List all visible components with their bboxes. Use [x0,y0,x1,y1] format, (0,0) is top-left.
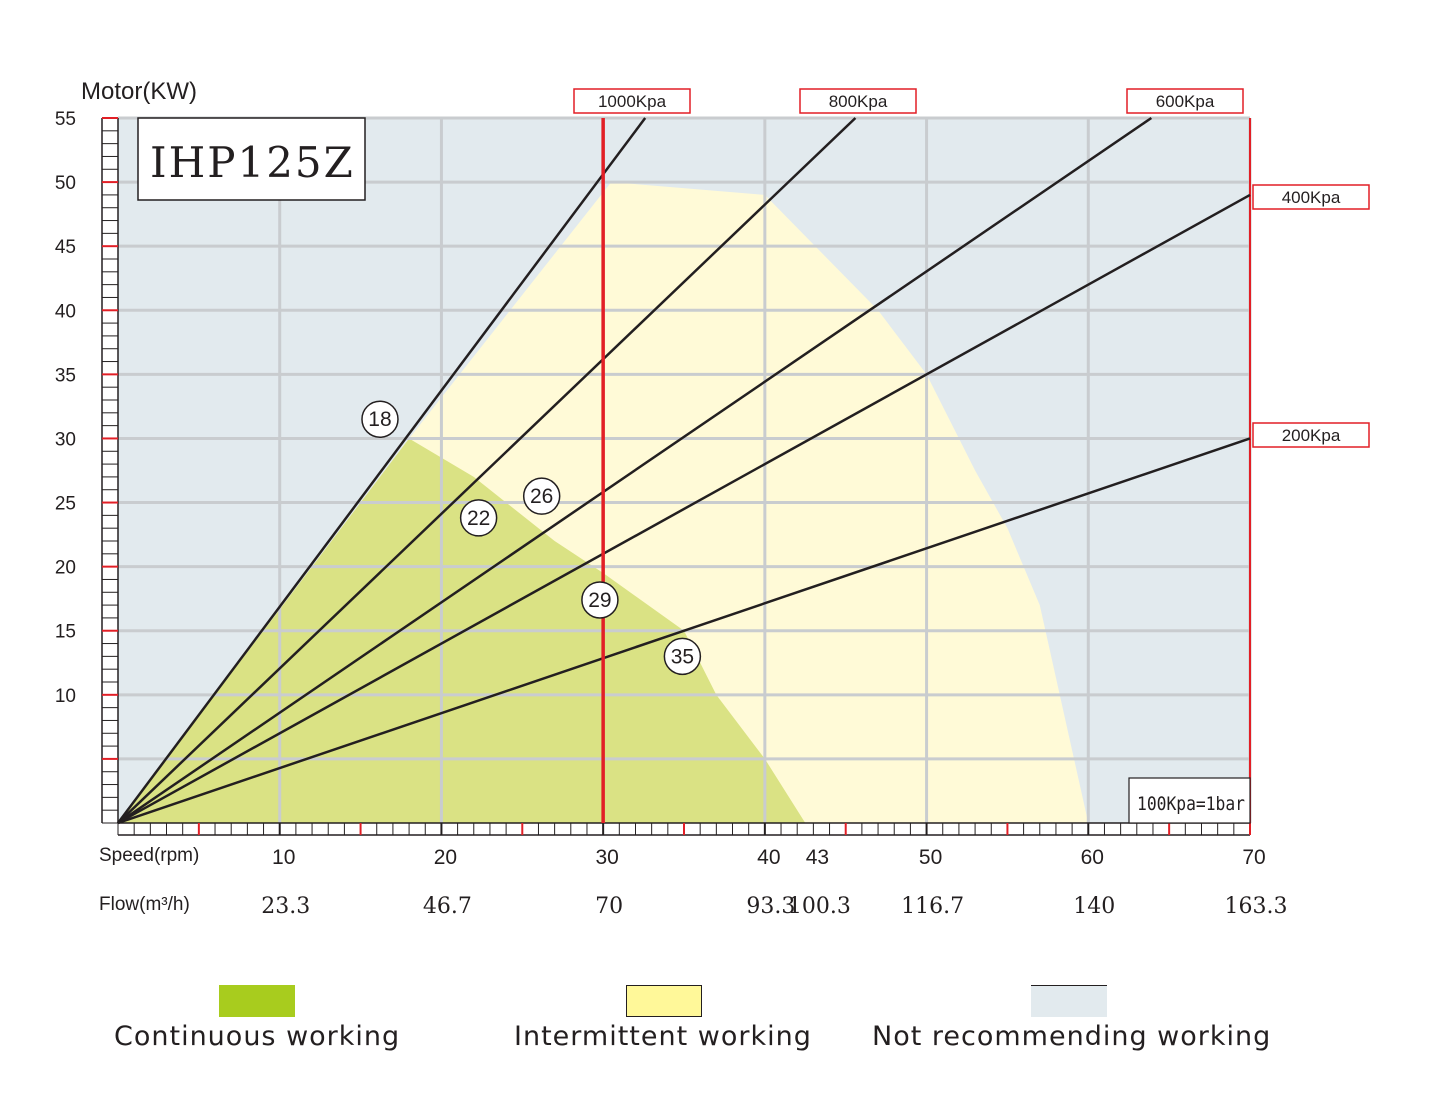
pressure-label-text: 600Kpa [1156,92,1215,111]
model-title-box: IHP125Z [137,117,366,201]
y-tick-label: 35 [55,365,76,386]
flow-tick-label: 163.3 [1225,894,1288,919]
pressure-label-box [1252,184,1370,210]
y-tick-label: 40 [55,301,76,322]
continuous-swatch [219,985,295,1017]
speed-markers: 18 22 26 29 35 [361,400,702,676]
marker-label: 22 [467,507,490,530]
speed-marker-26: 26 [522,477,561,515]
marker-circle [522,477,561,515]
y-tick-label: 20 [55,558,76,579]
marker-circle [459,499,498,537]
pressure-lines [116,116,1251,825]
x-tick-label: 43 [806,846,829,869]
x-tick-label: 60 [1081,846,1104,869]
not-recommended-label: Not recommending working [872,1021,1272,1052]
x-tick-label: 20 [434,846,457,869]
flow-tick-label: 93.3 [746,894,795,919]
pressure-label-box [1252,422,1370,448]
axis-ruler [101,117,1251,836]
y-tick-label: 15 [55,622,76,643]
label-400kpa: 400Kpa [1252,184,1370,210]
marker-label: 26 [530,485,553,508]
pressure-label-box [573,88,691,114]
pressure-line-800kpa [117,117,857,824]
flow-tick-label: 140 [1073,894,1115,919]
flow-axis-label: Flow(m³/h) [99,894,190,915]
pressure-label-text: 200Kpa [1282,426,1341,445]
marker-circle [663,637,702,676]
y-tick-label: 45 [55,237,76,258]
pressure-label-box [799,88,917,114]
y-tick-label: 30 [55,429,76,450]
flow-tick-label: 100.3 [788,894,851,919]
pressure-line-600kpa [117,116,1153,825]
flow-tick-label: 70 [595,894,623,919]
pressure-label-text: 400Kpa [1282,188,1341,207]
marker-label: 18 [368,408,391,431]
legend-continuous: Continuous working [114,985,414,1075]
x-tick-label: 70 [1242,846,1265,869]
model-title: IHP125Z [150,138,355,187]
speed-marker-18: 18 [361,400,399,438]
marker-label: 29 [588,589,611,612]
label-200kpa: 200Kpa [1252,422,1370,448]
label-800kpa: 800Kpa [799,88,917,114]
pressure-line-200kpa [117,437,1251,825]
x-tick-labels: 10 20 30 40 43 50 60 70 [272,846,1266,869]
speed-marker-22: 22 [459,499,498,537]
pressure-label-text: 1000Kpa [598,92,667,111]
speed-marker-35: 35 [663,637,702,676]
y-axis-label: Motor(KW) [81,78,197,105]
marker-circle [581,581,619,619]
pressure-label-box [1126,88,1244,114]
pressure-line-1000kpa [116,117,647,824]
x-tick-label: 30 [595,846,618,869]
label-1000kpa: 1000Kpa [573,88,691,114]
continuous-label: Continuous working [114,1021,401,1052]
flow-tick-label: 116.7 [901,894,964,919]
pressure-line-400kpa [117,193,1251,825]
y-tick-label: 25 [55,494,76,515]
unit-note-box: 100Kpa=1bar [1128,777,1251,824]
marker-label: 35 [671,645,694,668]
x-tick-label: 10 [272,846,295,869]
speed-axis-label: Speed(rpm) [99,845,199,866]
pressure-labels: 1000Kpa 800Kpa 600Kpa 400Kpa 200Kpa [573,88,1370,448]
y-tick-label: 10 [55,686,76,707]
speed-marker-29: 29 [581,581,619,619]
legend-not-recommended: Not recommending working [872,985,1292,1075]
x-tick-label: 40 [757,846,780,869]
intermittent-swatch [626,985,702,1017]
unit-note: 100Kpa=1bar [1137,793,1245,815]
y-tick-labels: 10 15 20 25 30 35 40 45 50 55 [55,109,76,707]
flow-tick-label: 23.3 [261,894,310,919]
not-recommended-swatch [1031,985,1107,1017]
y-tick-label: 55 [55,109,76,130]
x-tick-label: 50 [919,846,942,869]
flow-tick-label: 46.7 [423,894,472,919]
intermittent-label: Intermittent working [514,1021,812,1052]
legend-intermittent: Intermittent working [514,985,834,1075]
y-tick-label: 50 [55,173,76,194]
label-600kpa: 600Kpa [1126,88,1244,114]
marker-circle [361,400,399,438]
pressure-label-text: 800Kpa [829,92,888,111]
